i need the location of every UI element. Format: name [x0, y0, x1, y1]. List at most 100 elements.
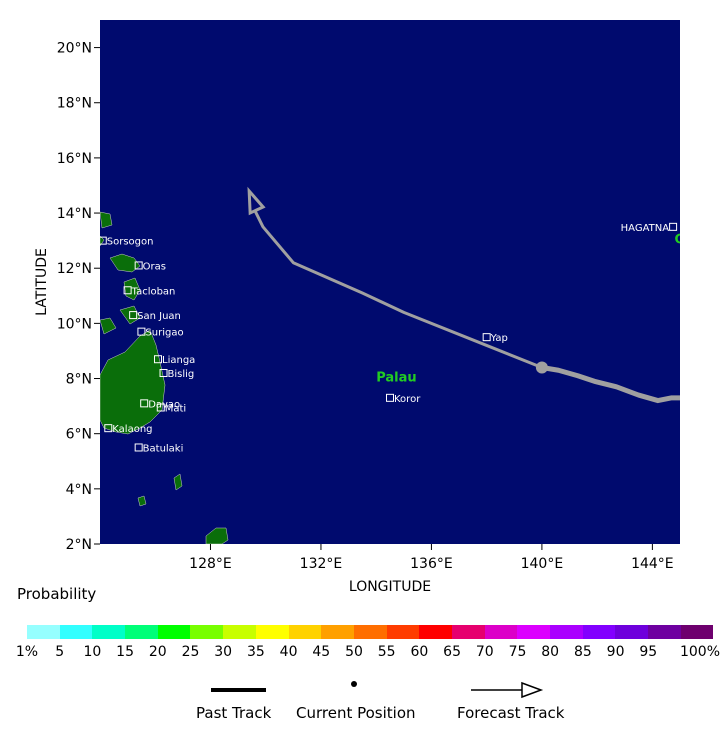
colorbar-label: 40 [279, 644, 298, 660]
colorbar-label: 65 [443, 644, 462, 660]
colorbar-label: 90 [606, 644, 625, 660]
place-sorsogon: Sorsogon [100, 236, 154, 248]
place-yap: Yap [482, 333, 508, 344]
place-label: Koror [394, 394, 421, 405]
colorbar-label: 95 [639, 644, 658, 660]
land-shape-7 [137, 495, 147, 507]
colorbar-swatch [27, 625, 60, 639]
colorbar-label: 35 [246, 644, 265, 660]
lon-tick-label: 136°E [410, 556, 453, 572]
region-palau: Palau [376, 370, 416, 385]
colorbar-swatch [353, 625, 387, 639]
land-shape-1 [109, 253, 141, 273]
colorbar-swatch [288, 625, 322, 639]
place-lianga: Lianga [154, 355, 195, 366]
place-marker [100, 236, 107, 245]
land-shape-8 [173, 473, 183, 491]
track-map: 128°E 132°E 136°E 140°E 144°E 2°N 4°N 6°N 8°N 10°… [34, 20, 716, 595]
colorbar-swatch [582, 625, 616, 639]
lat-tick-label: 6°N [66, 427, 92, 443]
place-kalaong: Kalaong [104, 424, 153, 435]
place-label: San Juan [137, 311, 181, 322]
colorbar-label: 100% [679, 644, 720, 660]
y-axis-label: LATITUDE [34, 248, 50, 316]
place-marker [159, 369, 168, 378]
colorbar-swatch [223, 625, 256, 639]
lat-tick-label: 4°N [66, 482, 92, 498]
lat-tick-label: 8°N [66, 372, 92, 388]
colorbar-swatch [517, 625, 550, 639]
colorbar-label: 50 [345, 644, 363, 660]
place-label: HAGATNA [621, 223, 670, 234]
colorbar-swatch [550, 625, 583, 639]
colorbar-swatch [386, 625, 420, 639]
current-position-marker [535, 361, 548, 374]
place-batulaki: Batulaki [134, 443, 184, 454]
colorbar-swatch [680, 625, 714, 639]
place-marker [482, 333, 491, 342]
lon-tick-label: 144°E [631, 556, 674, 572]
colorbar-label: 15 [116, 644, 135, 660]
lon-tick-label: 132°E [300, 556, 343, 572]
probability-colorbar-labels: 1% 5 10 15 20 25 30 35 40 45 50 55 60 65 70 75 80 85 90 95 1… [0, 644, 720, 664]
colorbar-swatch [419, 625, 452, 639]
colorbar-label: 60 [410, 644, 429, 660]
place-label: Oras [143, 261, 166, 272]
lat-tick-label: 12°N [57, 261, 92, 277]
lat-tick-label: 16°N [57, 151, 92, 167]
colorbar-label: 85 [573, 644, 592, 660]
current-position-symbol [351, 681, 357, 687]
place-label: Tacloban [131, 286, 176, 297]
legend-symbols [211, 681, 544, 699]
place-bislig: Bislig [159, 369, 195, 380]
place-label: Batulaki [143, 443, 184, 454]
colorbar-swatch [484, 625, 518, 639]
legend-past-track: Past Track [196, 704, 272, 722]
place-marker [669, 222, 678, 231]
place-label: Kalaong [112, 424, 152, 435]
land-shape-9 [205, 527, 229, 544]
probability-colorbar [27, 625, 714, 639]
ocean-area [100, 20, 680, 544]
colorbar-swatch [615, 625, 649, 639]
place-tacloban: Tacloban [123, 286, 176, 297]
place-marker [154, 355, 162, 364]
place-marker [134, 443, 143, 452]
place-marker [386, 393, 394, 402]
colorbar-swatch [255, 625, 289, 639]
place-koror: Koror [386, 393, 421, 405]
place-markers: Sorsogon Oras Tacloban San Juan Surigao Liang… [100, 222, 678, 454]
colorbar-label: 75 [508, 644, 527, 660]
place-hagatna: HAGATNA [621, 222, 678, 234]
land-shape-0 [100, 329, 166, 435]
region-labels: Palau Guam [376, 232, 716, 385]
colorbar-swatch [125, 625, 158, 639]
colorbar-label: 20 [148, 644, 167, 660]
region-guam: Guam [674, 232, 716, 247]
land-shape-3 [100, 235, 105, 247]
lat-tick-label: 2°N [66, 537, 92, 553]
place-marker [140, 399, 149, 408]
place-mati: Mati [156, 403, 186, 414]
probability-title: Probability [17, 585, 97, 603]
land-shape-6 [100, 317, 117, 335]
lat-tick-label: 18°N [57, 96, 92, 112]
place-oras: Oras [134, 261, 166, 272]
colorbar-label: 80 [541, 644, 560, 660]
colorbar-label: 30 [214, 644, 233, 660]
lat-tick-label: 14°N [57, 206, 92, 222]
colorbar-swatch [92, 625, 126, 639]
place-san-juan: San Juan [129, 311, 181, 322]
place-label: Surigao [145, 328, 183, 339]
colorbar-label: 1% [15, 644, 39, 660]
place-marker [123, 286, 132, 295]
colorbar-label: 25 [181, 644, 200, 660]
place-marker [129, 311, 138, 320]
colorbar-label: 70 [475, 644, 494, 660]
land-masses [100, 211, 229, 544]
place-label: Sorsogon [107, 237, 154, 248]
place-label: Bislig [168, 369, 195, 380]
place-label: Lianga [162, 355, 195, 366]
colorbar-swatch [59, 625, 93, 639]
place-marker [156, 403, 165, 412]
